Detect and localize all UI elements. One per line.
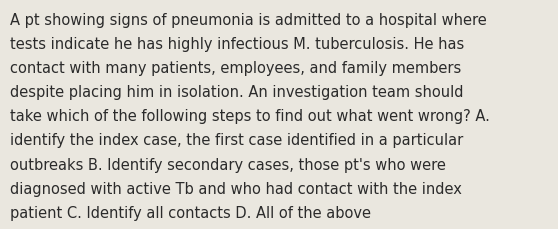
Text: diagnosed with active Tb and who had contact with the index: diagnosed with active Tb and who had con… [10, 181, 462, 196]
Text: A pt showing signs of pneumonia is admitted to a hospital where: A pt showing signs of pneumonia is admit… [10, 13, 487, 27]
Text: outbreaks B. Identify secondary cases, those pt's who were: outbreaks B. Identify secondary cases, t… [10, 157, 446, 172]
Text: take which of the following steps to find out what went wrong? A.: take which of the following steps to fin… [10, 109, 490, 124]
Text: tests indicate he has highly infectious M. tuberculosis. He has: tests indicate he has highly infectious … [10, 37, 464, 52]
Text: identify the index case, the first case identified in a particular: identify the index case, the first case … [10, 133, 463, 148]
Text: contact with many patients, employees, and family members: contact with many patients, employees, a… [10, 61, 461, 76]
Text: patient C. Identify all contacts D. All of the above: patient C. Identify all contacts D. All … [10, 205, 371, 220]
Text: despite placing him in isolation. An investigation team should: despite placing him in isolation. An inv… [10, 85, 464, 100]
